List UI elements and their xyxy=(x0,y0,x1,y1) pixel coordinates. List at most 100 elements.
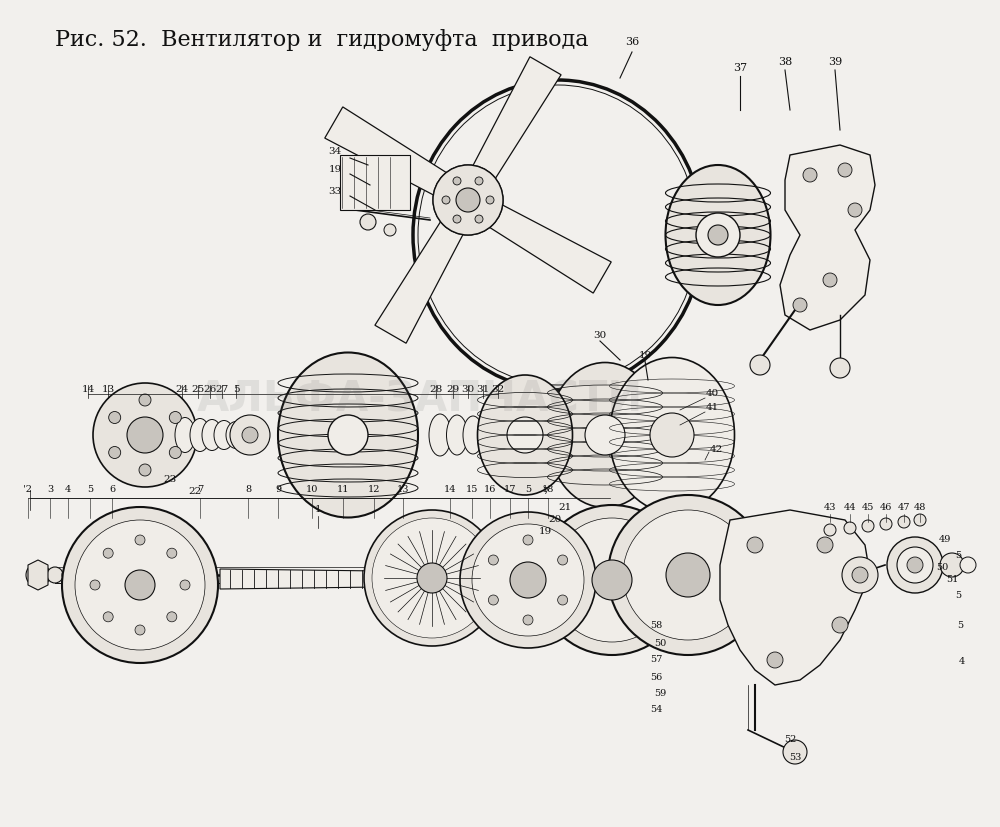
Circle shape xyxy=(537,505,687,655)
Ellipse shape xyxy=(610,357,734,513)
Text: 41: 41 xyxy=(705,404,719,413)
Circle shape xyxy=(384,224,396,236)
Text: 13: 13 xyxy=(397,485,409,495)
Text: 59: 59 xyxy=(654,689,666,697)
Circle shape xyxy=(838,163,852,177)
Ellipse shape xyxy=(190,418,210,452)
Text: 50: 50 xyxy=(654,638,666,648)
Text: 6: 6 xyxy=(109,485,115,495)
Circle shape xyxy=(90,580,100,590)
Ellipse shape xyxy=(463,416,483,454)
Circle shape xyxy=(666,553,710,597)
Circle shape xyxy=(139,464,151,476)
Ellipse shape xyxy=(226,422,246,448)
Circle shape xyxy=(783,740,807,764)
Circle shape xyxy=(475,215,483,223)
Text: 54: 54 xyxy=(650,705,662,715)
Polygon shape xyxy=(220,569,380,589)
Text: 23: 23 xyxy=(163,476,177,485)
Text: 57: 57 xyxy=(650,656,662,665)
Text: 24: 24 xyxy=(175,385,189,394)
Text: 47: 47 xyxy=(898,504,910,513)
Polygon shape xyxy=(28,560,48,590)
Text: 8: 8 xyxy=(245,485,251,495)
Circle shape xyxy=(510,562,546,598)
Circle shape xyxy=(62,507,218,663)
Circle shape xyxy=(230,415,270,455)
Circle shape xyxy=(940,553,964,577)
Text: 53: 53 xyxy=(789,753,801,762)
Circle shape xyxy=(523,535,533,545)
Circle shape xyxy=(453,215,461,223)
Text: 14: 14 xyxy=(444,485,456,495)
Circle shape xyxy=(907,557,923,573)
Circle shape xyxy=(824,524,836,536)
Circle shape xyxy=(592,560,632,600)
Circle shape xyxy=(650,413,694,457)
Text: 5: 5 xyxy=(955,590,961,600)
Circle shape xyxy=(823,273,837,287)
Ellipse shape xyxy=(446,415,468,455)
Polygon shape xyxy=(471,194,611,293)
Text: 5: 5 xyxy=(87,485,93,495)
Circle shape xyxy=(442,196,450,204)
Text: 26: 26 xyxy=(203,385,217,394)
Text: 27: 27 xyxy=(215,385,229,394)
Circle shape xyxy=(830,358,850,378)
Circle shape xyxy=(767,652,783,668)
Text: 17: 17 xyxy=(504,485,516,495)
Circle shape xyxy=(880,518,892,530)
Circle shape xyxy=(26,563,50,587)
Text: 11: 11 xyxy=(337,485,349,495)
Circle shape xyxy=(523,615,533,625)
Circle shape xyxy=(844,522,856,534)
Circle shape xyxy=(360,214,376,230)
Circle shape xyxy=(623,510,753,640)
Bar xyxy=(340,155,410,210)
Text: 15: 15 xyxy=(466,485,478,495)
Text: 39: 39 xyxy=(828,57,842,67)
Circle shape xyxy=(803,168,817,182)
Circle shape xyxy=(887,537,943,593)
Ellipse shape xyxy=(666,165,770,305)
Circle shape xyxy=(103,548,113,558)
Text: 37: 37 xyxy=(733,63,747,73)
Circle shape xyxy=(109,412,121,423)
Text: '2: '2 xyxy=(24,485,32,495)
Circle shape xyxy=(433,165,503,235)
Circle shape xyxy=(125,570,155,600)
Circle shape xyxy=(364,510,500,646)
Text: 14: 14 xyxy=(81,385,95,394)
Circle shape xyxy=(103,612,113,622)
Circle shape xyxy=(169,447,181,458)
Text: 52: 52 xyxy=(784,735,796,744)
Circle shape xyxy=(608,495,768,655)
Circle shape xyxy=(558,555,568,565)
Circle shape xyxy=(167,612,177,622)
Circle shape xyxy=(127,417,163,453)
Text: 32: 32 xyxy=(491,385,505,394)
Circle shape xyxy=(135,535,145,545)
Circle shape xyxy=(914,514,926,526)
Text: 22: 22 xyxy=(188,487,202,496)
Text: 5: 5 xyxy=(525,485,531,495)
Text: 4: 4 xyxy=(65,485,71,495)
Circle shape xyxy=(93,383,197,487)
Text: 7: 7 xyxy=(197,485,203,495)
Circle shape xyxy=(460,512,596,648)
Ellipse shape xyxy=(548,362,662,508)
Circle shape xyxy=(242,427,258,443)
Circle shape xyxy=(456,188,480,212)
Circle shape xyxy=(475,177,483,185)
Circle shape xyxy=(486,196,494,204)
Circle shape xyxy=(135,625,145,635)
Ellipse shape xyxy=(479,417,498,453)
Ellipse shape xyxy=(175,418,195,452)
Circle shape xyxy=(842,557,878,593)
Polygon shape xyxy=(463,57,561,198)
Text: 20: 20 xyxy=(548,515,562,524)
Text: 12: 12 xyxy=(368,485,380,495)
Circle shape xyxy=(139,394,151,406)
Circle shape xyxy=(109,447,121,458)
Circle shape xyxy=(585,415,625,455)
